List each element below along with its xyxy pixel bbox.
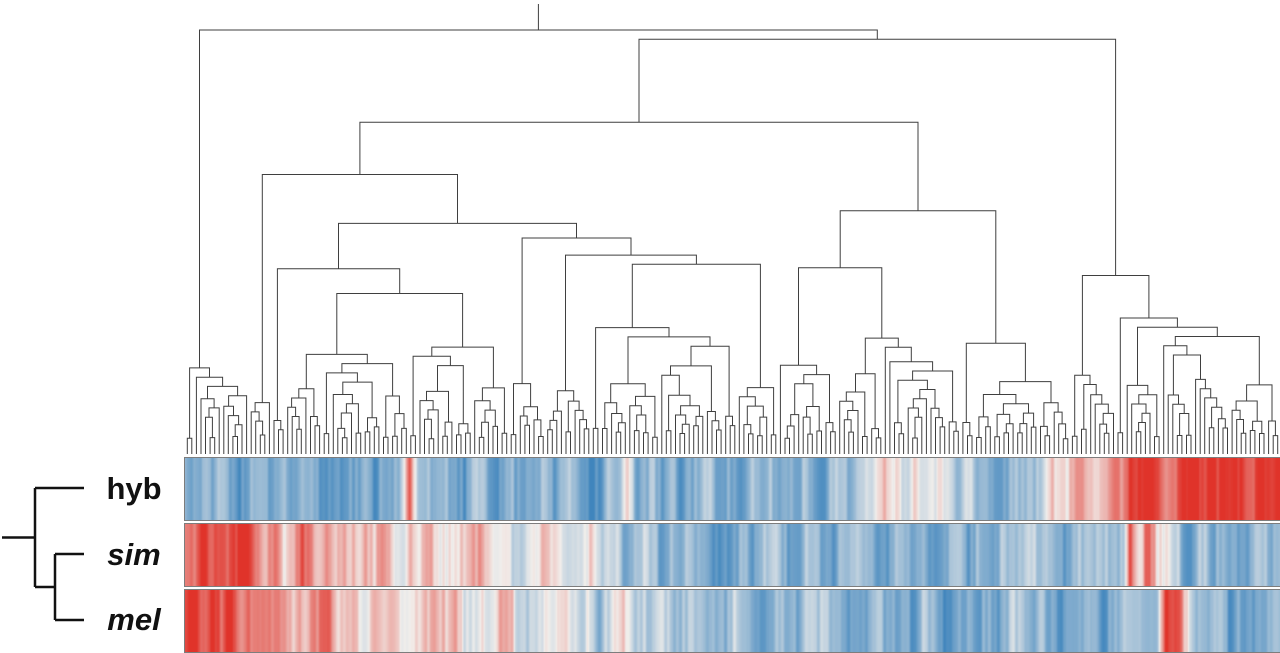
heatmap-row-container-sim	[184, 523, 1280, 587]
gene-dendrogram-lines	[186, 4, 1279, 454]
row-label-hyb: hyb	[106, 471, 162, 506]
heatmap-row-sim	[185, 524, 1280, 586]
gene-dendrogram	[186, 4, 1279, 454]
species-dendrogram-lines	[2, 486, 84, 622]
heatmap-row-container-hyb	[184, 457, 1280, 521]
row-label-mel: mel	[107, 602, 161, 637]
row-label-sim: sim	[107, 537, 161, 572]
heatmap-row-mel	[185, 590, 1280, 652]
species-dendrogram	[2, 486, 84, 622]
heatmap-row-hyb	[185, 458, 1280, 520]
heatmap-row-container-mel	[184, 589, 1280, 653]
